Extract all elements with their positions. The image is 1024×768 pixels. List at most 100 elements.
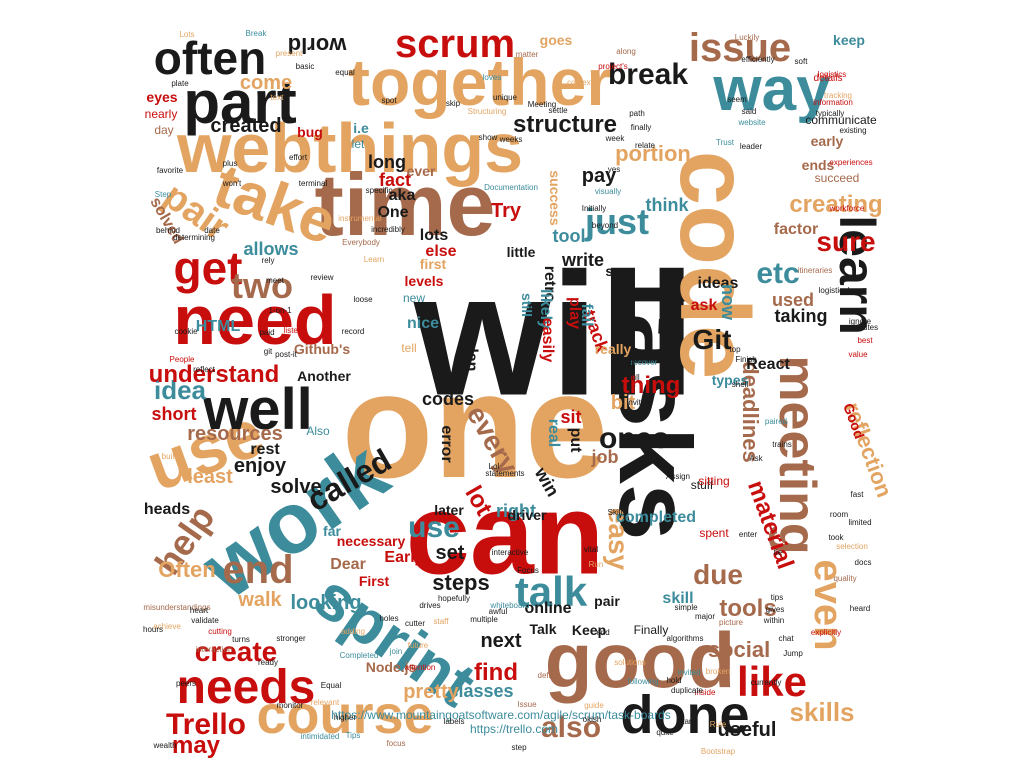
cloud-word: beyond	[591, 221, 619, 230]
cloud-word: Try	[490, 200, 522, 222]
cloud-word: used	[771, 290, 815, 310]
cloud-word: sure	[816, 226, 876, 257]
cloud-word: top	[729, 345, 741, 354]
cloud-word: pitfall	[618, 356, 638, 365]
cloud-word: docs	[854, 558, 872, 567]
cloud-word: seem	[727, 95, 747, 104]
cloud-word: also	[540, 711, 602, 744]
cloud-word: following	[627, 677, 659, 686]
cloud-word: often	[153, 32, 267, 84]
cloud-word: room	[829, 510, 849, 519]
cloud-word: Trello	[165, 708, 247, 741]
cloud-word: adding	[340, 627, 366, 636]
cloud-word: awful	[488, 607, 508, 616]
cloud-word: pretty	[403, 681, 459, 703]
cloud-word: achieve	[153, 622, 181, 631]
cloud-word: think	[645, 195, 689, 215]
cloud-word: succeed	[814, 171, 860, 185]
cloud-word: far	[323, 523, 341, 539]
cloud-word: stuff	[690, 478, 714, 492]
cloud-word: Often	[158, 557, 216, 582]
cloud-word: interactive	[491, 548, 529, 557]
cloud-word: factor	[773, 221, 819, 238]
cloud-word: attention	[404, 663, 436, 672]
cloud-word: write	[561, 250, 605, 270]
cloud-word: whiteboard	[490, 601, 530, 610]
cloud-word: resources	[187, 423, 283, 445]
cloud-word: specific	[365, 186, 393, 195]
cloud-word: okish	[582, 715, 602, 724]
cloud-word: invite	[626, 398, 646, 407]
cloud-word: logistics	[817, 70, 847, 79]
cloud-word: levels	[404, 273, 444, 289]
cloud-word: text	[270, 93, 284, 102]
cloud-word: goes	[539, 32, 573, 48]
cloud-word: focus	[386, 739, 406, 748]
cloud-word: solve	[270, 476, 322, 498]
cloud-word: Talk	[529, 621, 557, 637]
cloud-word: week	[605, 134, 625, 143]
cloud-word: see	[605, 263, 629, 279]
cloud-word: chat	[778, 634, 794, 643]
cloud-word: Focus	[517, 566, 539, 575]
cloud-word: Rule	[709, 720, 727, 729]
cloud-word: Learn	[363, 255, 385, 264]
cloud-word: interaction	[195, 645, 233, 654]
cloud-word: Assign	[665, 472, 691, 481]
cloud-word: communicate	[805, 113, 877, 127]
cloud-word: created	[210, 115, 282, 137]
cloud-word: starts	[678, 717, 698, 726]
cloud-word: Dear	[330, 556, 366, 573]
cloud-word: major	[694, 612, 716, 621]
cloud-word: lots	[419, 227, 449, 244]
cloud-word: Finish	[735, 355, 757, 364]
cloud-word: let	[351, 137, 365, 151]
cloud-word: monitor	[276, 701, 304, 710]
cloud-word: cutting	[208, 627, 232, 636]
cloud-word: first	[419, 256, 447, 272]
cloud-word: Break	[245, 29, 267, 38]
cloud-word: portion	[615, 141, 691, 166]
cloud-word: create	[194, 636, 278, 667]
cloud-word: itineraries	[797, 266, 833, 275]
cloud-word: Trust	[716, 138, 734, 147]
cloud-word: Meeting	[527, 100, 557, 109]
cloud-word: understand	[148, 361, 280, 388]
cloud-word: will	[414, 237, 696, 433]
cloud-word: visually	[594, 187, 622, 196]
cloud-word: now	[718, 284, 738, 320]
cloud-word: https://www.mountaingoatsoftware.com/agi…	[331, 708, 671, 722]
cloud-word: recover	[630, 358, 658, 367]
cloud-word: eyes	[146, 89, 178, 105]
cloud-word: plus	[222, 159, 238, 168]
cloud-word: cutter	[404, 619, 426, 628]
cloud-word: soft	[794, 57, 808, 66]
cloud-word: step	[511, 743, 527, 752]
cloud-word: vital	[583, 545, 599, 554]
cloud-word: typically	[815, 109, 845, 118]
cloud-word: really	[594, 341, 632, 357]
cloud-word: staff	[433, 617, 449, 626]
cloud-word: come	[239, 72, 293, 94]
cloud-word: workforce	[829, 204, 865, 213]
cloud-word: favorite	[156, 166, 184, 175]
cloud-word: weeks	[499, 135, 523, 144]
cloud-word: hopefully	[437, 594, 471, 603]
cloud-word: driver	[507, 507, 547, 523]
cloud-word: deficit	[537, 671, 559, 680]
cloud-word: along	[616, 47, 636, 56]
cloud-word: day	[154, 123, 174, 137]
cloud-word: unique	[492, 93, 518, 102]
cloud-word: relevant	[310, 698, 340, 707]
cloud-word: like	[736, 658, 808, 705]
cloud-word: show	[478, 133, 498, 142]
cloud-word: record	[341, 327, 365, 336]
cloud-word: Everybody	[342, 238, 380, 247]
cloud-word: People	[169, 355, 195, 364]
cloud-word: good	[544, 616, 736, 704]
cloud-word: done	[620, 685, 750, 745]
cloud-word: statements	[485, 469, 525, 478]
cloud-word: Initially	[581, 204, 607, 213]
cloud-word: Issue	[517, 700, 537, 709]
cloud-word: yes	[607, 165, 621, 174]
